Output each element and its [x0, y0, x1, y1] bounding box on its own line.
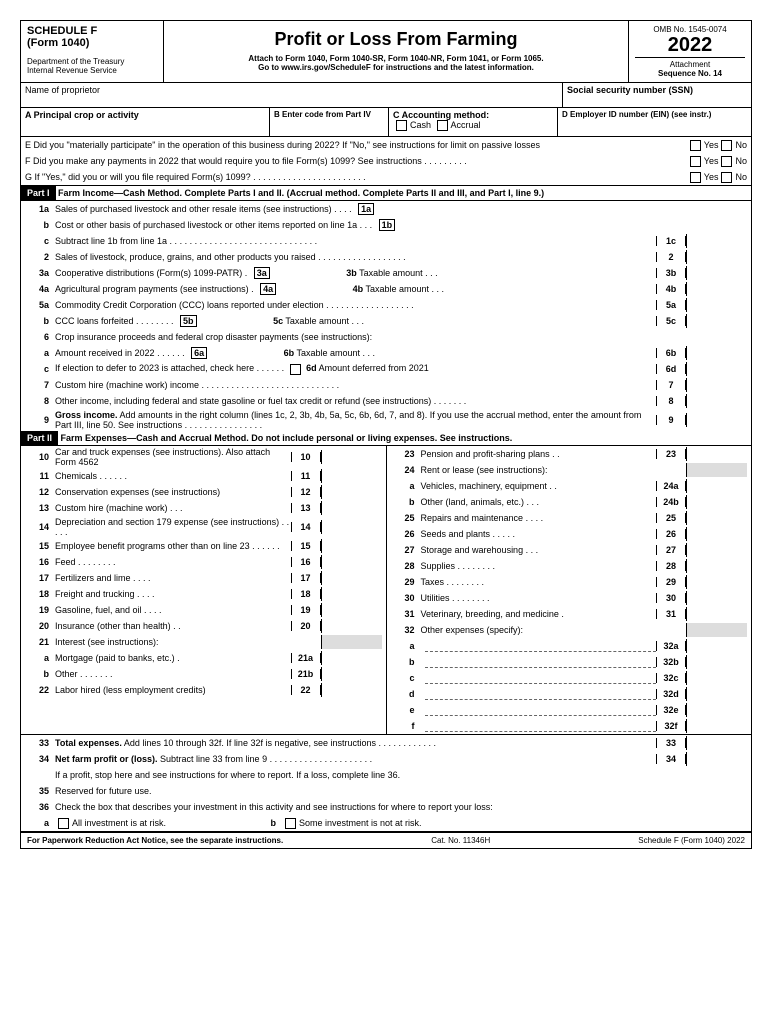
- line-f: F Did you make any payments in 2022 that…: [21, 153, 751, 169]
- line-14: 14Depreciation and section 179 expense (…: [21, 516, 386, 538]
- line-32e: e32e: [387, 702, 752, 718]
- line-26: 26Seeds and plants . . . . .26: [387, 526, 752, 542]
- line-c: cSubtract line 1b from line 1a . . . . .…: [21, 233, 751, 249]
- line-25: 25Repairs and maintenance . . . .25: [387, 510, 752, 526]
- form-title: Profit or Loss From Farming: [168, 29, 624, 50]
- seqno-label: Sequence No. 14: [635, 69, 745, 78]
- line-2: 2Sales of livestock, produce, grains, an…: [21, 249, 751, 265]
- line-b: bCost or other basis of purchased livest…: [21, 217, 751, 233]
- line-7: 7Custom hire (machine work) income . . .…: [21, 377, 751, 393]
- field-b[interactable]: B Enter code from Part IV: [270, 108, 389, 136]
- line-1a: 1aSales of purchased livestock and other…: [21, 201, 751, 217]
- line-: 24Rent or lease (see instructions):: [387, 462, 752, 478]
- line-33: 33Total expenses. Add lines 10 through 3…: [21, 735, 751, 751]
- line-: If a profit, stop here and see instructi…: [21, 767, 751, 783]
- line-24a: aVehicles, machinery, equipment . .24a: [387, 478, 752, 494]
- line-: 32Other expenses (specify):: [387, 622, 752, 638]
- year-label: 20202222: [635, 34, 745, 57]
- line-10: 10Car and truck expenses (see instructio…: [21, 446, 386, 468]
- line-c: cIf election to defer to 2023 is attache…: [21, 361, 751, 377]
- omb-label: OMB No. 1545-0074: [635, 25, 745, 34]
- checkbox-36a[interactable]: [58, 818, 69, 829]
- line-a: aAmount received in 2022 . . . . . . 6a …: [21, 345, 751, 361]
- checkbox-e-yes[interactable]: [690, 140, 701, 151]
- goto-text: Go to www.irs.gov/ScheduleF for instruct…: [168, 63, 624, 72]
- line-32f: f32f: [387, 718, 752, 734]
- line-19: 19Gasoline, fuel, and oil . . . .19: [21, 602, 386, 618]
- line-3a: 3aCooperative distributions (Form(s) 109…: [21, 265, 751, 281]
- field-a[interactable]: A Principal crop or activity: [21, 108, 270, 136]
- form-schedule-f: SCHEDULE F (Form 1040) Department of the…: [20, 20, 752, 849]
- checkbox-g-no[interactable]: [721, 172, 732, 183]
- line-21b: bOther . . . . . . .21b: [21, 666, 386, 682]
- footer-right: Schedule F (Form 1040) 2022: [638, 836, 745, 845]
- footer-mid: Cat. No. 11346H: [431, 836, 490, 845]
- field-c: C Accounting method: Cash Accrual: [389, 108, 558, 136]
- checkbox-g-yes[interactable]: [690, 172, 701, 183]
- form-label: (Form 1040): [27, 37, 157, 49]
- line-21a: aMortgage (paid to banks, etc.) .21a: [21, 650, 386, 666]
- name-field[interactable]: Name of proprietor: [21, 83, 563, 107]
- field-d[interactable]: D Employer ID number (EIN) (see instr.): [558, 108, 751, 136]
- line-29: 29Taxes . . . . . . . .29: [387, 574, 752, 590]
- line-36a: aAll investment is at risk.bSome investm…: [21, 815, 751, 832]
- line-31: 31Veterinary, breeding, and medicine .31: [387, 606, 752, 622]
- line-35: 35Reserved for future use.: [21, 783, 751, 799]
- part2-header: Part II Farm Expenses—Cash and Accrual M…: [21, 431, 751, 446]
- line-b: bCCC loans forfeited . . . . . . . . 5b …: [21, 313, 751, 329]
- line-16: 16Feed . . . . . . . .16: [21, 554, 386, 570]
- name-row: Name of proprietor Social security numbe…: [21, 83, 751, 108]
- line-24b: bOther (land, animals, etc.) . . .24b: [387, 494, 752, 510]
- attseq-label: Attachment: [635, 57, 745, 69]
- dept-label: Department of the Treasury: [27, 57, 157, 66]
- line-30: 30Utilities . . . . . . . .30: [387, 590, 752, 606]
- part2-columns: 10Car and truck expenses (see instructio…: [21, 446, 751, 735]
- line-32a: a32a: [387, 638, 752, 654]
- line-9: 9Gross income. Add amounts in the right …: [21, 409, 751, 431]
- footer-left: For Paperwork Reduction Act Notice, see …: [27, 836, 283, 845]
- line-27: 27Storage and warehousing . . .27: [387, 542, 752, 558]
- line-32c: c32c: [387, 670, 752, 686]
- line-e: E Did you "materially participate" in th…: [21, 137, 751, 153]
- line-13: 13Custom hire (machine work) . . .13: [21, 500, 386, 516]
- line-34: 34Net farm profit or (loss). Subtract li…: [21, 751, 751, 767]
- checkbox-cash[interactable]: [396, 120, 407, 131]
- checkbox-36b[interactable]: [285, 818, 296, 829]
- line-32b: b32b: [387, 654, 752, 670]
- section-a-row: A Principal crop or activity B Enter cod…: [21, 108, 751, 137]
- line-22: 22Labor hired (less employment credits)2…: [21, 682, 386, 698]
- line-20: 20Insurance (other than health) . .20: [21, 618, 386, 634]
- form-footer: For Paperwork Reduction Act Notice, see …: [21, 832, 751, 848]
- form-header: SCHEDULE F (Form 1040) Department of the…: [21, 21, 751, 83]
- line-: 21Interest (see instructions):: [21, 634, 386, 650]
- part1-header: Part I Farm Income—Cash Method. Complete…: [21, 186, 751, 201]
- checkbox-e-no[interactable]: [721, 140, 732, 151]
- line-6: 6Crop insurance proceeds and federal cro…: [21, 329, 751, 345]
- line-17: 17Fertilizers and lime . . . .17: [21, 570, 386, 586]
- line-8: 8Other income, including federal and sta…: [21, 393, 751, 409]
- irs-label: Internal Revenue Service: [27, 66, 157, 75]
- line-18: 18Freight and trucking . . . .18: [21, 586, 386, 602]
- checkbox-accrual[interactable]: [437, 120, 448, 131]
- line-11: 11Chemicals . . . . . .11: [21, 468, 386, 484]
- line-g: G If "Yes," did you or will you file req…: [21, 169, 751, 186]
- checkbox-f-no[interactable]: [721, 156, 732, 167]
- line-32d: d32d: [387, 686, 752, 702]
- line-12: 12Conservation expenses (see instruction…: [21, 484, 386, 500]
- line-15: 15Employee benefit programs other than o…: [21, 538, 386, 554]
- checkbox-f-yes[interactable]: [690, 156, 701, 167]
- schedule-label: SCHEDULE F: [27, 25, 157, 37]
- line-5a: 5aCommodity Credit Corporation (CCC) loa…: [21, 297, 751, 313]
- line-4a: 4aAgricultural program payments (see ins…: [21, 281, 751, 297]
- line-23: 23Pension and profit-sharing plans . .23: [387, 446, 752, 462]
- ssn-field[interactable]: Social security number (SSN): [563, 83, 751, 107]
- line-36: 36Check the box that describes your inve…: [21, 799, 751, 815]
- line-28: 28Supplies . . . . . . . .28: [387, 558, 752, 574]
- attach-text: Attach to Form 1040, Form 1040-SR, Form …: [168, 54, 624, 63]
